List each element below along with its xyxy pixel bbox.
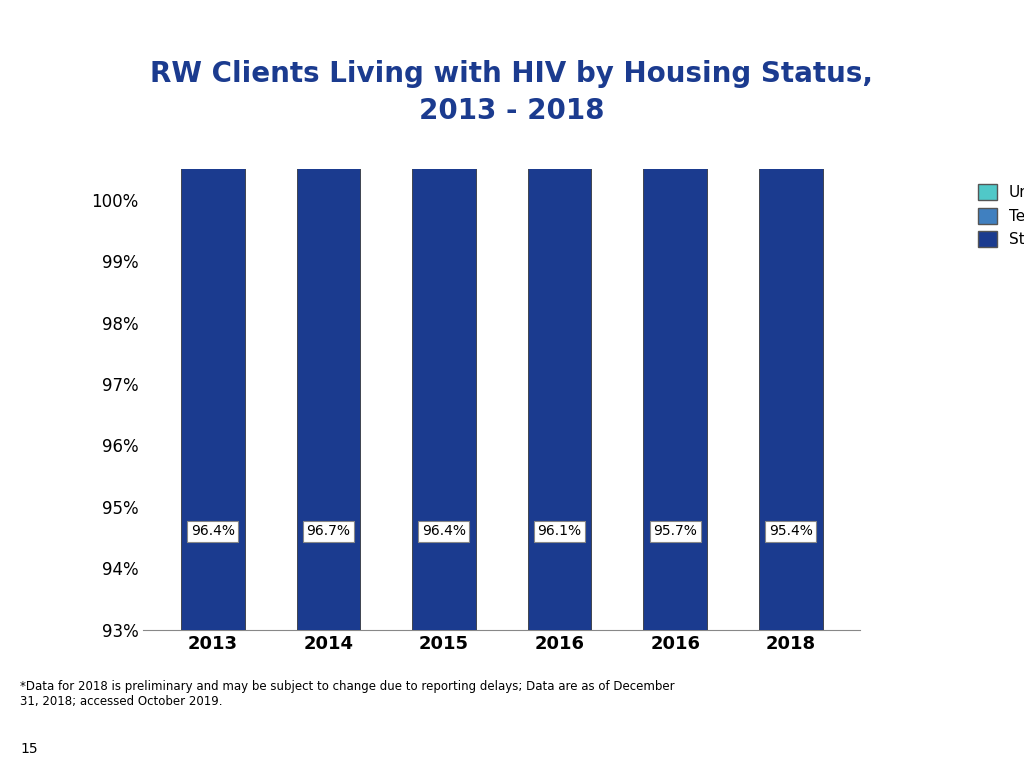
Bar	[643, 0, 707, 630]
Text: 95.4%: 95.4%	[769, 525, 813, 538]
Bar	[297, 0, 360, 630]
Polygon shape	[709, 676, 793, 768]
Text: RW Clients Living with HIV by Housing Status,
2013 - 2018: RW Clients Living with HIV by Housing St…	[151, 60, 873, 124]
Text: Protecting You and Your Environment: Protecting You and Your Environment	[844, 753, 1012, 761]
Text: 96.1%: 96.1%	[538, 525, 582, 538]
Bar	[759, 0, 822, 630]
Bar	[413, 0, 476, 630]
Text: 95.7%: 95.7%	[653, 525, 697, 538]
Text: VIRGINIA: VIRGINIA	[844, 695, 907, 708]
Text: 15: 15	[20, 742, 38, 756]
Text: 96.7%: 96.7%	[306, 525, 350, 538]
Text: VDH: VDH	[649, 698, 744, 737]
Bar	[181, 0, 245, 630]
Legend: Unstable, Temporary, Stable/Permanent: Unstable, Temporary, Stable/Permanent	[971, 177, 1024, 255]
Text: DEPARTMENT: DEPARTMENT	[844, 713, 938, 727]
Text: 96.4%: 96.4%	[422, 525, 466, 538]
Text: 96.4%: 96.4%	[190, 525, 234, 538]
Text: OF HEALTH: OF HEALTH	[844, 732, 922, 745]
Text: *Data for 2018 is preliminary and may be subject to change due to reporting dela: *Data for 2018 is preliminary and may be…	[20, 680, 675, 707]
Bar	[527, 0, 592, 630]
